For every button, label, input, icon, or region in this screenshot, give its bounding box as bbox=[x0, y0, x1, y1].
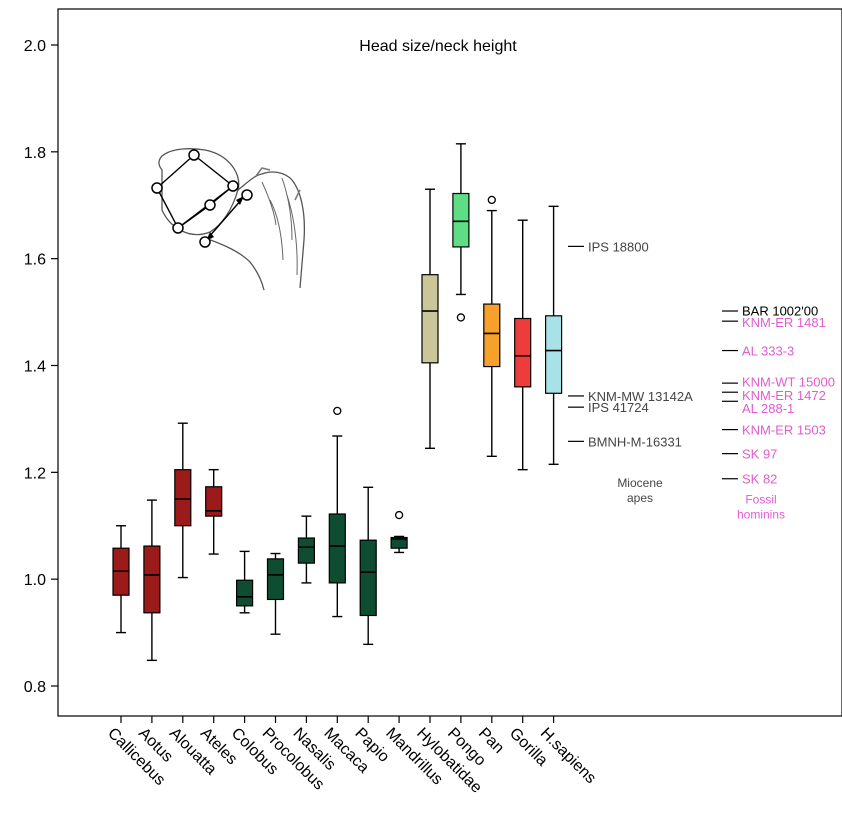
y-tick-label: 1.0 bbox=[24, 572, 46, 589]
box-alouatta bbox=[174, 422, 192, 579]
fossil-label: KNM-WT 15000 bbox=[742, 375, 835, 390]
box-iqr bbox=[359, 539, 377, 617]
fossil-label: AL 333-3 bbox=[742, 344, 794, 359]
box-iqr bbox=[174, 469, 192, 527]
y-tick-label: 0.8 bbox=[24, 679, 46, 696]
fossil-label: KNM-ER 1481 bbox=[742, 315, 826, 330]
fossil-group-label: hominins bbox=[737, 507, 785, 521]
box-procolobus bbox=[266, 552, 285, 635]
box-ateles bbox=[205, 468, 223, 555]
box-iqr bbox=[514, 317, 532, 388]
box-mandrillus bbox=[390, 510, 408, 554]
miocene-group-label: apes bbox=[627, 491, 653, 505]
box-nasalis bbox=[297, 515, 315, 584]
outlier-point bbox=[333, 406, 342, 416]
y-tick-label: 1.8 bbox=[24, 145, 46, 162]
chart-title: Head size/neck height bbox=[359, 38, 517, 55]
miocene-label: IPS 41724 bbox=[588, 400, 649, 415]
y-tick-label: 2.0 bbox=[24, 38, 46, 55]
box-aotus bbox=[143, 499, 161, 662]
box-callicebus bbox=[112, 525, 130, 634]
box-gorilla bbox=[514, 219, 532, 471]
box-pan bbox=[483, 195, 501, 458]
outlier-point bbox=[487, 195, 496, 205]
fossil-label: KNM-ER 1472 bbox=[742, 388, 826, 403]
box-iqr bbox=[483, 303, 501, 368]
box-pongo bbox=[452, 143, 470, 322]
fossil-label: SK 82 bbox=[742, 472, 777, 487]
miocene-label: KNM-MW 13142A bbox=[588, 389, 693, 404]
box-iqr bbox=[328, 513, 346, 584]
box-colobus bbox=[236, 550, 254, 614]
y-tick-label: 1.6 bbox=[24, 252, 46, 269]
y-axis: 0.8 1.0 1.2 1.4 1.6 1.8 2.0 bbox=[24, 38, 58, 696]
plot-frame bbox=[57, 8, 842, 717]
box-iqr bbox=[236, 579, 254, 607]
outlier-point bbox=[456, 313, 466, 322]
fossil-label: AL 288-1 bbox=[742, 401, 794, 416]
y-tick-label: 1.2 bbox=[24, 465, 46, 482]
fossil-group-label: Fossil bbox=[745, 492, 776, 506]
box-hylobatidae bbox=[421, 188, 439, 449]
box-iqr bbox=[452, 192, 470, 248]
fossil-label: KNM-ER 1503 bbox=[742, 423, 826, 438]
miocene-label: IPS 18800 bbox=[588, 239, 649, 254]
y-tick-label: 1.4 bbox=[24, 359, 46, 376]
miocene-label: BMNH-M-16331 bbox=[588, 434, 682, 449]
box-macaca bbox=[328, 406, 346, 618]
box-iqr bbox=[266, 558, 285, 601]
box-iqr bbox=[205, 486, 223, 517]
femur-head-diagram-icon bbox=[151, 148, 306, 291]
box-series bbox=[112, 143, 563, 662]
box-hsapiens bbox=[544, 205, 563, 466]
box-iqr bbox=[421, 274, 439, 364]
outlier-point bbox=[394, 510, 404, 520]
box-iqr bbox=[297, 537, 315, 564]
fossil-label: SK 97 bbox=[742, 447, 777, 462]
box-iqr bbox=[544, 315, 563, 394]
box-papio bbox=[359, 486, 377, 646]
box-iqr bbox=[390, 536, 408, 549]
miocene-group-label: Miocene bbox=[617, 476, 663, 490]
box-iqr bbox=[143, 545, 161, 614]
fossil-label: BAR 1002'00 bbox=[742, 303, 818, 318]
x-axis-labels: CallicebusAotusAlouattaAtelesColobusProc… bbox=[104, 716, 599, 797]
